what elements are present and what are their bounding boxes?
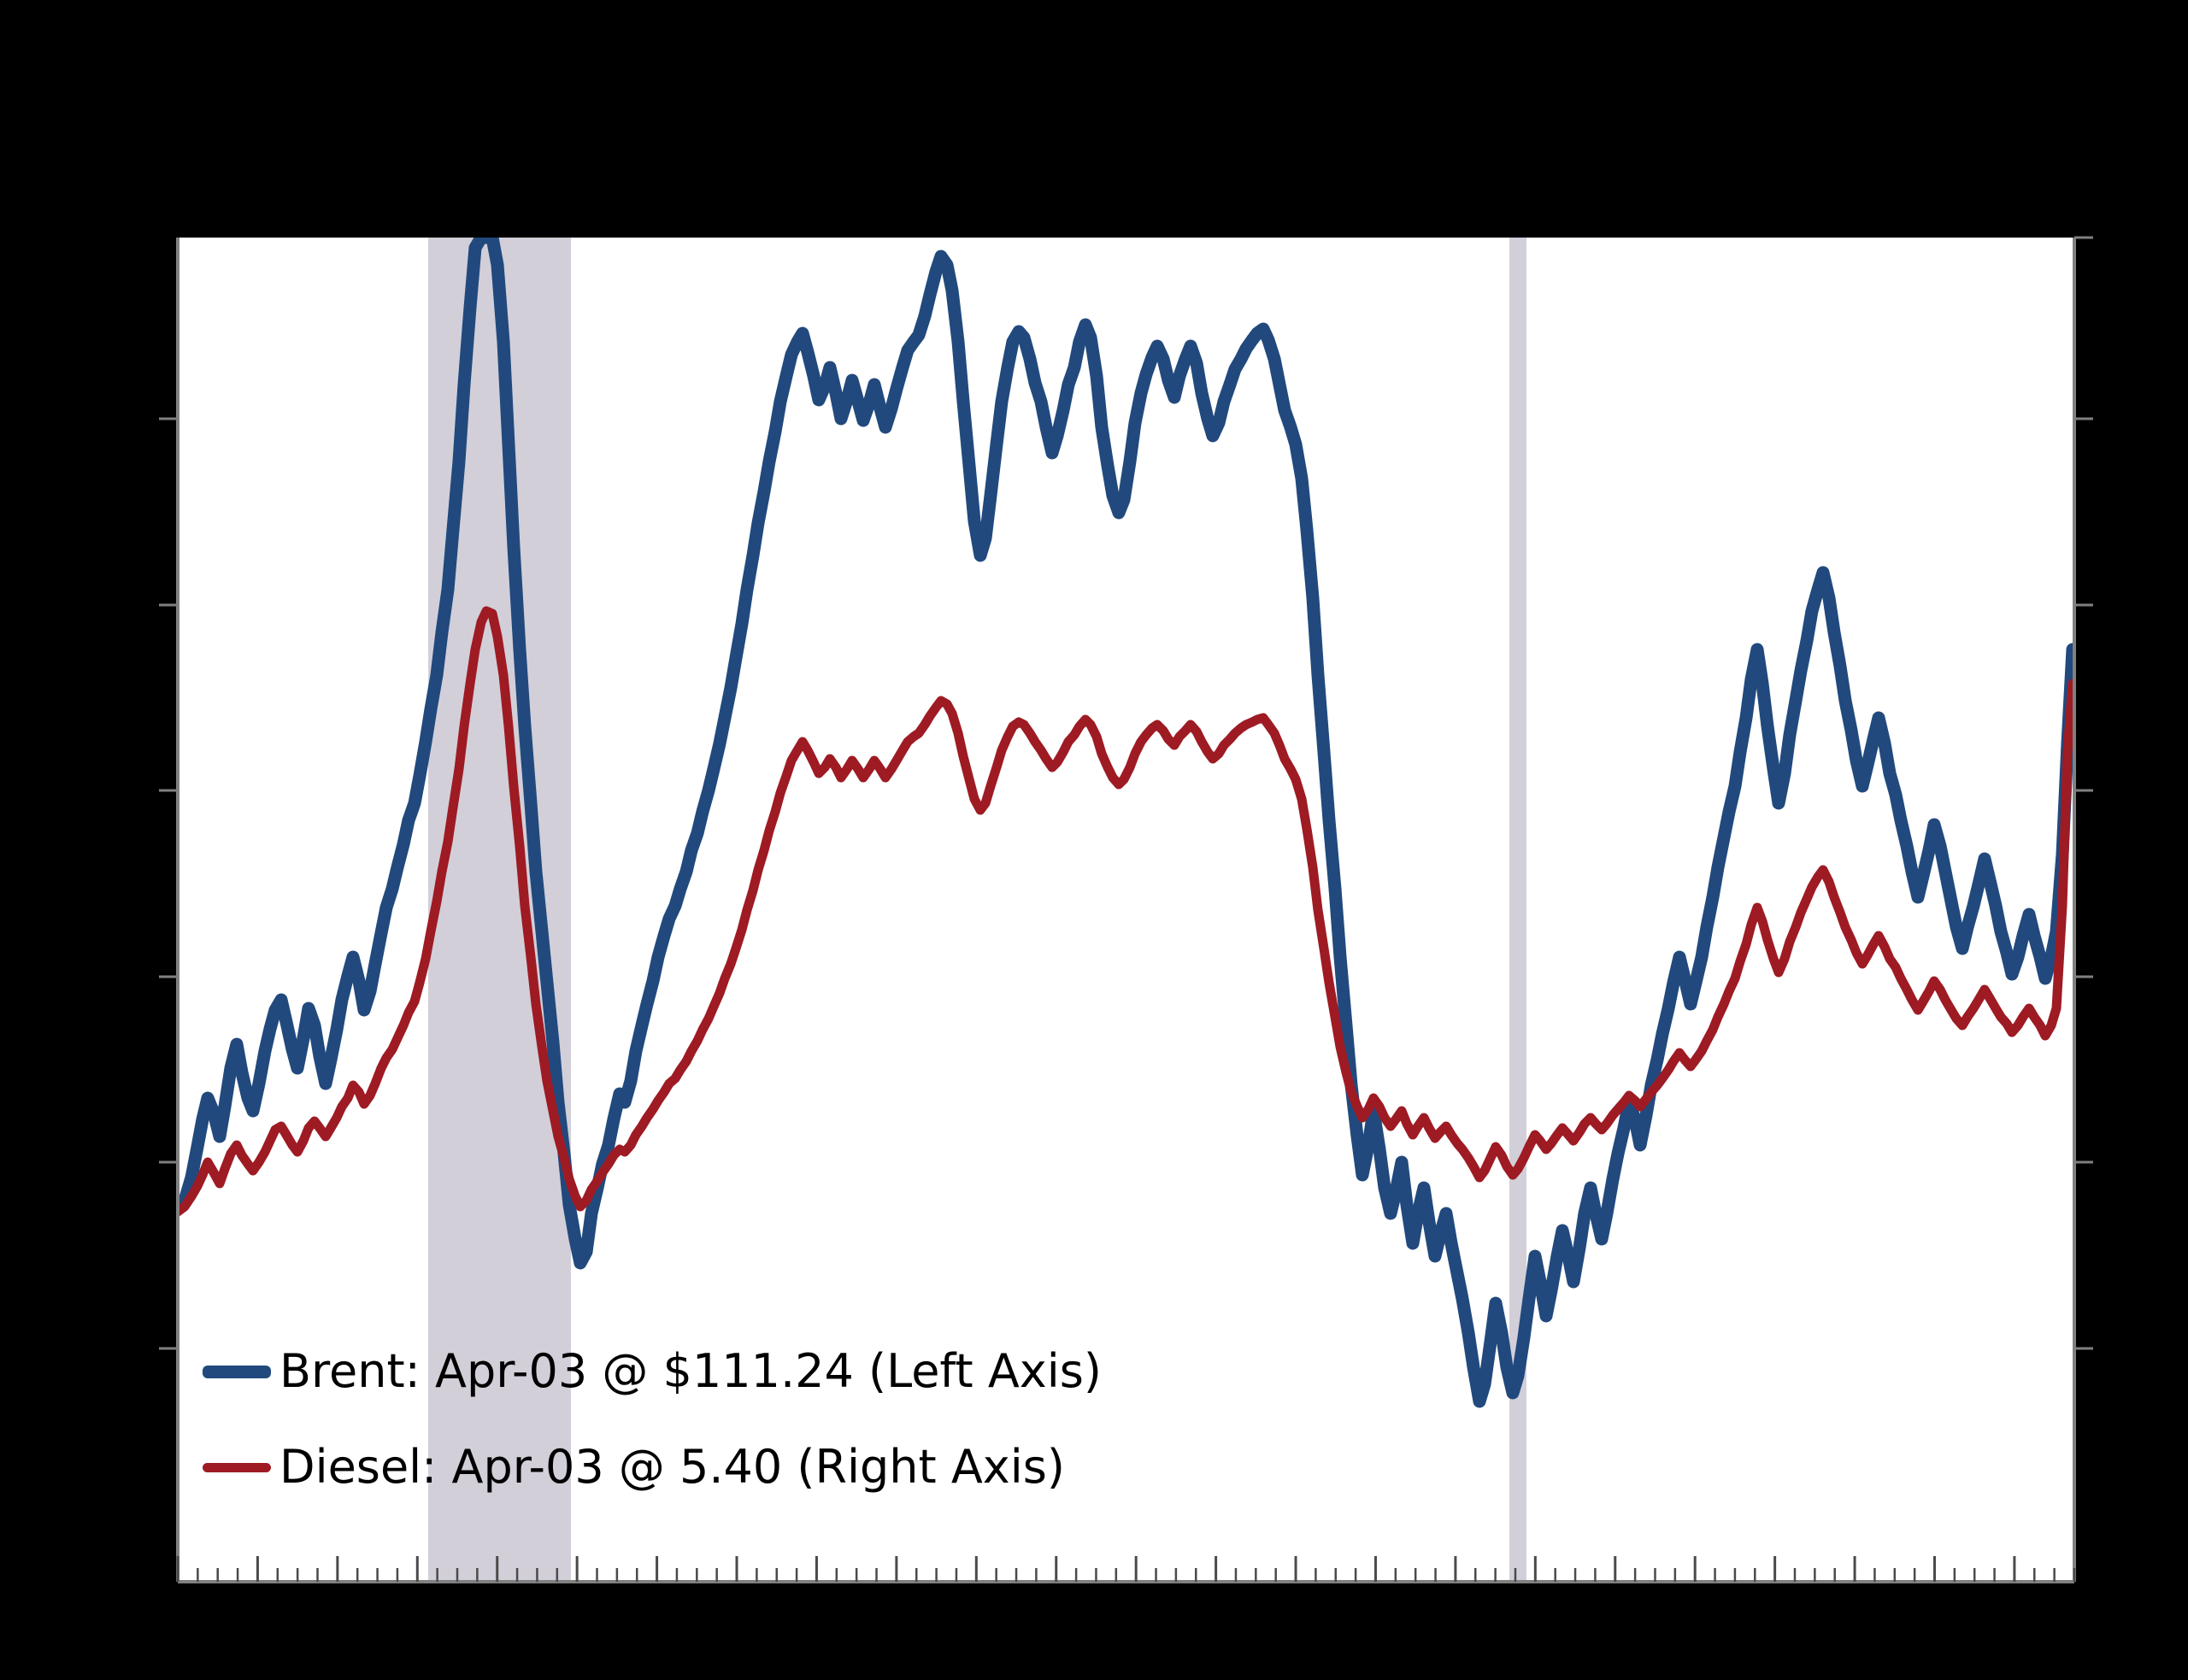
chart-svg: [178, 238, 2074, 1582]
plot-area: [178, 238, 2074, 1582]
recession-band-0: [428, 238, 571, 1582]
series-line-brent: [178, 238, 2074, 1408]
series-line-diesel: [178, 606, 2074, 1217]
recession-band-1: [1509, 238, 1526, 1582]
